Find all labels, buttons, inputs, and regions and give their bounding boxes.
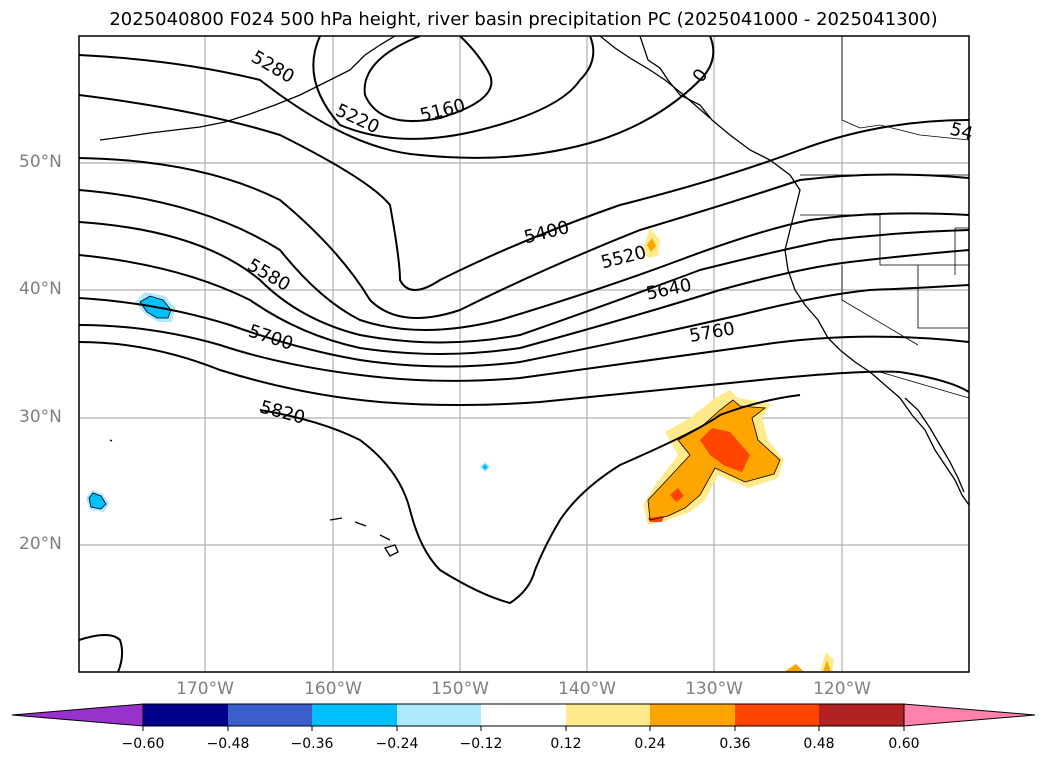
contour-5640 — [79, 284, 969, 368]
contour-label: 5760 — [688, 318, 737, 347]
colorbar-extend-min — [11, 703, 144, 727]
colorbar-bin — [735, 704, 819, 726]
precip-positive-area — [670, 488, 684, 502]
colorbar-tick-label: 0.48 — [803, 736, 835, 752]
contour-5580 — [79, 249, 969, 355]
colorbar-extend-max — [903, 703, 1036, 727]
lon-label-150w: 150°W — [431, 679, 489, 699]
lon-label-170w: 170°W — [176, 679, 234, 699]
north-america-coast — [639, 36, 969, 506]
colorbar-bin — [228, 704, 312, 726]
contour-label: 5820 — [258, 397, 308, 429]
map-frame — [78, 35, 970, 673]
political-borders — [800, 36, 969, 399]
colorbar-bin — [143, 704, 228, 726]
contour-5160 — [363, 36, 493, 122]
precip-outline — [647, 399, 781, 521]
precip-positive-area — [648, 400, 780, 520]
state-borders — [800, 214, 969, 346]
colorbar-bin — [650, 704, 735, 726]
canada-region — [841, 119, 969, 141]
precip-positive-area — [823, 660, 831, 672]
lon-label-160w: 160°W — [304, 679, 362, 699]
contour-5280 — [79, 36, 715, 159]
lat-label-50n: 50°N — [19, 152, 62, 172]
colorbar-bin — [566, 704, 650, 726]
precip-shading — [86, 228, 834, 672]
map-title: 2025040800 F024 500 hPa height, river ba… — [109, 9, 938, 30]
precip-outline — [139, 295, 172, 319]
contour-label: 5520 — [599, 242, 649, 273]
colorbar-bin — [819, 704, 904, 726]
contour-5460 — [79, 189, 969, 331]
colorbar-tick-label: 0.12 — [550, 736, 582, 752]
lon-label-120w: 120°W — [813, 679, 871, 699]
gridlines — [79, 36, 969, 672]
contour-5760 — [79, 341, 969, 406]
precip-negative-area — [482, 464, 488, 470]
baja-peninsula — [904, 397, 965, 493]
colorbar-tick-label: 0.24 — [634, 736, 666, 752]
lon-label-130w: 130°W — [685, 679, 743, 699]
lat-label-30n: 30°N — [19, 407, 62, 427]
lon-label-140w: 140°W — [558, 679, 616, 699]
us-mexico-border — [879, 371, 969, 399]
contour-5220 — [312, 36, 595, 140]
contour-5520 — [79, 221, 969, 344]
contour-label: 5700 — [246, 321, 296, 355]
precip-negative-area — [89, 493, 106, 509]
contour-5820 — [259, 394, 801, 605]
colorbar-tick-label: −0.24 — [375, 736, 419, 752]
height-contours — [79, 36, 969, 672]
colorbar — [11, 703, 1036, 731]
precip-positive-area — [700, 428, 750, 472]
contour-label: 5280 — [248, 47, 298, 88]
colorbar-bin — [312, 704, 397, 726]
colorbar-bin — [397, 704, 481, 726]
contour-5700 — [79, 324, 969, 382]
contour-label: 54 — [948, 119, 976, 145]
contour-lowlat — [79, 634, 124, 672]
midway-island — [109, 439, 113, 442]
alaska-coast — [299, 36, 396, 96]
contour-5400 — [79, 157, 969, 319]
colorbar-tick-label: 0.36 — [719, 736, 751, 752]
colorbar-tick-label: −0.12 — [459, 736, 503, 752]
colorbar-tick-label: 0.60 — [888, 736, 920, 752]
lat-label-40n: 40°N — [19, 279, 62, 299]
precip-positive-area — [647, 238, 656, 252]
colorbar-tick-label: −0.48 — [206, 736, 250, 752]
colorbar-tick-label: −0.36 — [290, 736, 334, 752]
coastlines — [99, 36, 969, 557]
precip-outline — [88, 492, 107, 510]
hawaii-islands — [329, 517, 399, 557]
colorbar-frame — [142, 703, 905, 727]
contour-5340 — [79, 94, 969, 291]
colorbar-bin — [481, 704, 566, 726]
colorbar-tick-label: −0.60 — [121, 736, 165, 752]
precip-positive-area — [784, 664, 804, 672]
aleutian-islands — [99, 94, 301, 141]
contour-label: 5400 — [522, 217, 572, 248]
contour-label: 5220 — [332, 100, 382, 138]
lat-label-20n: 20°N — [19, 534, 62, 554]
alaska-panhandle — [599, 36, 711, 119]
